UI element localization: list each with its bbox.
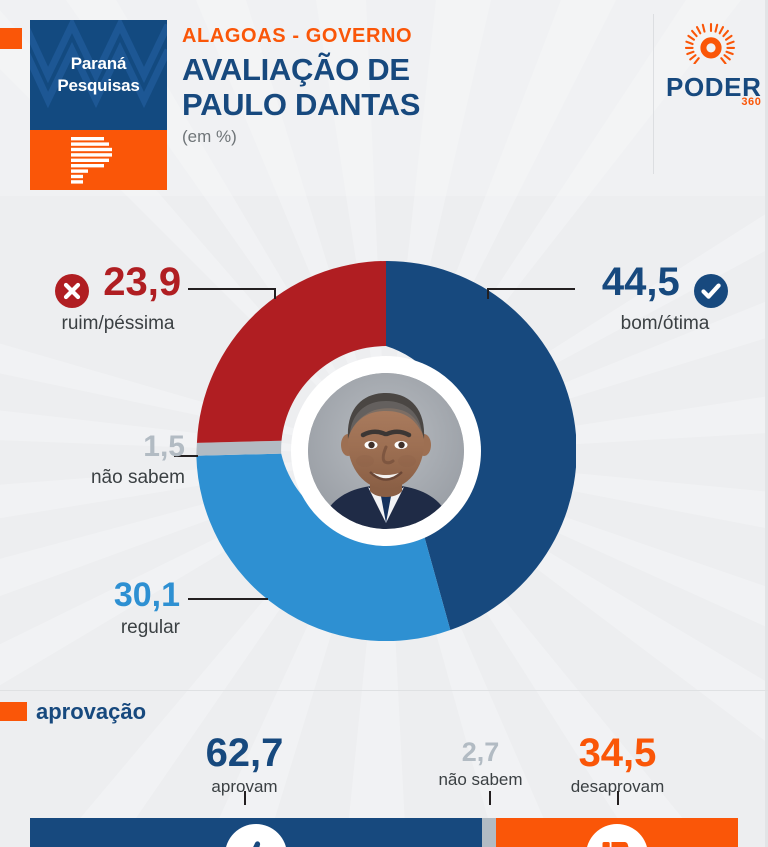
callout-nao-sabem: 1,5 não sabem [10, 432, 185, 489]
callout-value: 30,1 [113, 576, 180, 614]
bar-segment-nao-sabem [481, 818, 496, 847]
x-circle-icon [54, 273, 89, 308]
poder-wordmark: PODER 360 [666, 74, 761, 108]
callout-regular: 30,1 regular [10, 578, 180, 639]
header: Paraná Pesquisas ALAGOAS - G [0, 0, 768, 196]
leader-line-bom [487, 288, 575, 290]
candidate-avatar [291, 356, 481, 546]
approval-stat-aprovam: 62,7 aprovam [163, 733, 326, 795]
sunburst-icon [684, 22, 736, 65]
parana-p-icon [71, 137, 112, 184]
thumbs-up-badge [224, 824, 287, 847]
tick-aprovam [244, 791, 246, 805]
callout-value: 1,5 [143, 430, 185, 463]
approval-stat-nao-sabem: 2,7 não sabem [413, 737, 548, 789]
poder-360-suffix: 360 [741, 96, 762, 108]
callout-value: 44,5 [601, 260, 680, 304]
approval-stacked-bar [30, 818, 738, 847]
approval-title: aprovação [36, 699, 147, 724]
thumbs-down-badge [585, 824, 648, 847]
callout-bom-otima: 44,5 bom/ótima [570, 262, 760, 335]
section-marker-square [0, 702, 27, 721]
callout-label: não sabem [90, 467, 185, 488]
tick-desaprovam [617, 791, 619, 805]
pollster-name: Paraná Pesquisas [30, 20, 167, 130]
callout-label: regular [120, 617, 180, 638]
leader-line-regular [188, 598, 268, 600]
page-title-line2: PAULO DANTAS [182, 86, 421, 122]
thumbs-up-icon [253, 841, 260, 847]
parana-pesquisas-logo: Paraná Pesquisas [30, 20, 167, 190]
leader-line-ruim-drop [274, 288, 276, 299]
pollster-logo-top: Paraná Pesquisas [30, 20, 167, 130]
tick-nao-sabem [489, 791, 491, 805]
bar-segment-desaprovam [495, 818, 738, 847]
avatar-photo [308, 373, 464, 529]
stat-value: 2,7 [461, 737, 500, 767]
kicker-label: ALAGOAS - GOVERNO [182, 25, 413, 47]
callout-label: bom/ótima [620, 312, 710, 334]
page-title-line1: AVALIAÇÃO DE [182, 52, 410, 87]
evaluation-donut-chart [196, 261, 576, 641]
pollster-name-line2: Pesquisas [57, 76, 140, 95]
subtitle-unit: (em %) [182, 127, 237, 147]
title-block: ALAGOAS - GOVERNO AVALIAÇÃO DE PAULO DAN… [182, 25, 602, 147]
donut-slice-nao-sabem [196, 440, 282, 456]
check-circle-icon [694, 273, 729, 308]
stat-value: 34,5 [578, 731, 657, 775]
callout-value: 23,9 [103, 260, 182, 304]
leader-line-bom-drop [487, 288, 489, 299]
thumbs-down-icon [602, 842, 629, 847]
approval-stat-desaprovam: 34,5 desaprovam [540, 733, 695, 795]
section-divider [0, 690, 768, 691]
page-title: AVALIAÇÃO DE PAULO DANTAS [182, 52, 602, 122]
candidate-portrait-icon [308, 373, 464, 529]
callout-ruim-pessima: 23,9 ruim/péssima [18, 262, 218, 335]
stat-value: 62,7 [205, 731, 284, 775]
stat-label: não sabem [438, 770, 523, 789]
bar-segment-aprovam [30, 818, 482, 847]
callout-label: ruim/péssima [61, 312, 175, 334]
pollster-logo-bottom [30, 130, 167, 190]
pollster-name-line1: Paraná [70, 54, 127, 74]
header-divider [653, 14, 654, 174]
orange-accent-tab [0, 28, 22, 49]
poder360-logo: PODER 360 [666, 22, 761, 108]
